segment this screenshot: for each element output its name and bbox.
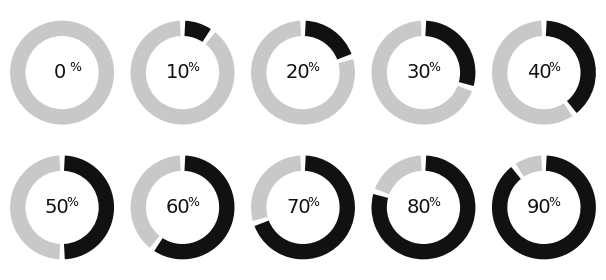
Text: 20: 20 bbox=[286, 63, 311, 82]
Text: 10: 10 bbox=[165, 63, 190, 82]
Wedge shape bbox=[492, 155, 596, 259]
Text: %: % bbox=[187, 196, 199, 209]
Wedge shape bbox=[305, 21, 351, 59]
Text: 70: 70 bbox=[286, 198, 311, 217]
Wedge shape bbox=[130, 155, 181, 248]
Wedge shape bbox=[425, 21, 476, 86]
Text: %: % bbox=[308, 61, 319, 74]
Text: 30: 30 bbox=[407, 63, 431, 82]
Text: %: % bbox=[69, 61, 81, 74]
Text: %: % bbox=[428, 196, 440, 209]
Wedge shape bbox=[371, 21, 472, 125]
Wedge shape bbox=[10, 155, 60, 259]
Wedge shape bbox=[10, 21, 114, 125]
Text: %: % bbox=[187, 61, 199, 74]
Text: %: % bbox=[428, 61, 440, 74]
Wedge shape bbox=[130, 21, 235, 125]
Text: 0: 0 bbox=[53, 63, 66, 82]
Text: %: % bbox=[308, 196, 319, 209]
Wedge shape bbox=[492, 21, 572, 125]
Text: 80: 80 bbox=[407, 198, 431, 217]
Wedge shape bbox=[371, 155, 476, 259]
Wedge shape bbox=[546, 21, 596, 113]
Text: 60: 60 bbox=[165, 198, 190, 217]
Text: 50: 50 bbox=[45, 198, 70, 217]
Wedge shape bbox=[184, 21, 211, 42]
Text: 90: 90 bbox=[527, 198, 551, 217]
Wedge shape bbox=[255, 155, 355, 259]
Text: %: % bbox=[67, 196, 79, 209]
Wedge shape bbox=[64, 155, 114, 259]
Text: %: % bbox=[548, 61, 561, 74]
Text: 40: 40 bbox=[527, 63, 551, 82]
Wedge shape bbox=[155, 155, 235, 259]
Wedge shape bbox=[251, 21, 355, 125]
Wedge shape bbox=[516, 155, 542, 177]
Wedge shape bbox=[251, 155, 301, 221]
Wedge shape bbox=[375, 155, 422, 194]
Text: %: % bbox=[548, 196, 561, 209]
